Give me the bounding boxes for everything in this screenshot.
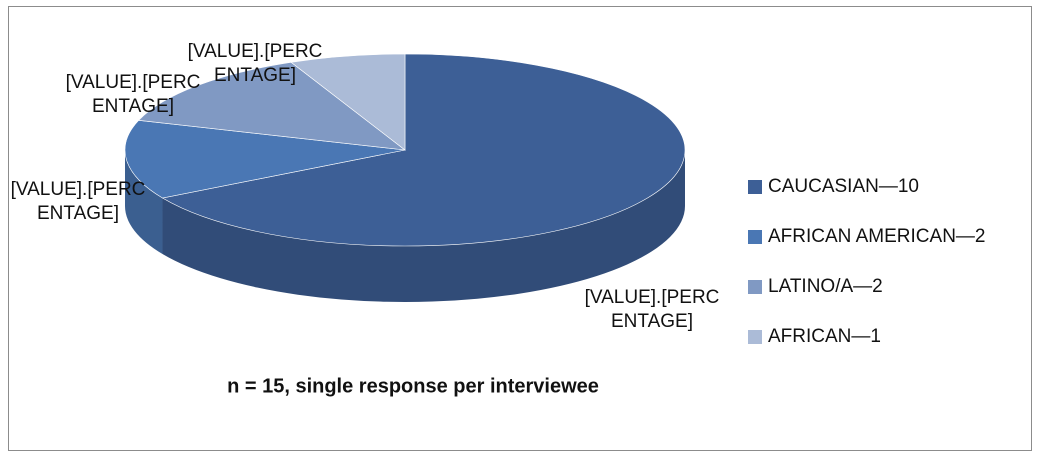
- data-label: [VALUE].[PERCENTAGE]: [10, 179, 146, 224]
- legend-swatch: [748, 330, 762, 344]
- pie-slice: [290, 53, 406, 151]
- pie-slice: [124, 120, 406, 199]
- pie-side: [125, 150, 163, 254]
- legend-swatch: [748, 280, 762, 294]
- legend-label: LATINO/A—2: [768, 276, 883, 297]
- chart-frame: [8, 6, 1032, 451]
- data-label: [VALUE].[PERCENTAGE]: [65, 72, 201, 117]
- pie-slice: [138, 61, 407, 151]
- note: n = 15, single response per interviewee: [227, 375, 599, 397]
- legend-swatch: [748, 180, 762, 194]
- pie-side: [162, 150, 686, 303]
- legend-label: AFRICAN AMERICAN—2: [768, 226, 985, 247]
- legend-swatch: [748, 230, 762, 244]
- legend-label: CAUCASIAN—10: [768, 176, 919, 197]
- pie-slice: [161, 53, 686, 247]
- data-label: [VALUE].[PERCENTAGE]: [187, 41, 323, 86]
- data-label: [VALUE].[PERCENTAGE]: [584, 287, 720, 332]
- legend-label: AFRICAN—1: [768, 326, 881, 347]
